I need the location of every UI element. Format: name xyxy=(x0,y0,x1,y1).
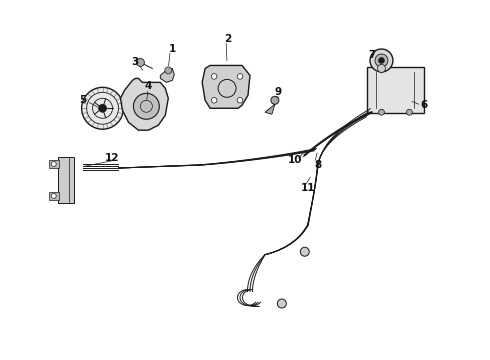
Polygon shape xyxy=(49,160,59,168)
Text: 12: 12 xyxy=(105,153,120,163)
Circle shape xyxy=(370,49,393,72)
Text: 1: 1 xyxy=(169,44,176,54)
Circle shape xyxy=(136,58,145,67)
Circle shape xyxy=(277,299,286,308)
Circle shape xyxy=(237,98,243,103)
Circle shape xyxy=(98,104,106,112)
Circle shape xyxy=(406,109,413,115)
Circle shape xyxy=(51,162,56,167)
Circle shape xyxy=(378,58,385,63)
Polygon shape xyxy=(160,68,174,82)
Text: 3: 3 xyxy=(132,58,139,67)
Text: 5: 5 xyxy=(79,95,86,105)
FancyBboxPatch shape xyxy=(58,157,74,203)
Circle shape xyxy=(377,64,386,72)
Circle shape xyxy=(165,67,172,74)
Polygon shape xyxy=(265,104,275,114)
Text: 8: 8 xyxy=(314,160,321,170)
Text: 11: 11 xyxy=(300,183,315,193)
Text: 4: 4 xyxy=(145,81,152,91)
Text: 7: 7 xyxy=(368,50,375,60)
Circle shape xyxy=(133,93,159,119)
Polygon shape xyxy=(202,66,250,108)
Circle shape xyxy=(211,98,217,103)
Circle shape xyxy=(51,193,56,198)
Circle shape xyxy=(237,73,243,79)
Circle shape xyxy=(375,54,388,67)
Polygon shape xyxy=(49,192,59,200)
Text: 9: 9 xyxy=(274,87,281,97)
Text: 2: 2 xyxy=(224,33,232,44)
Circle shape xyxy=(271,96,279,104)
Text: 10: 10 xyxy=(288,155,302,165)
Circle shape xyxy=(82,87,123,129)
Polygon shape xyxy=(121,78,168,130)
FancyBboxPatch shape xyxy=(367,67,424,113)
Circle shape xyxy=(300,247,309,256)
Text: 6: 6 xyxy=(421,100,428,110)
Circle shape xyxy=(378,109,385,115)
Circle shape xyxy=(211,73,217,79)
